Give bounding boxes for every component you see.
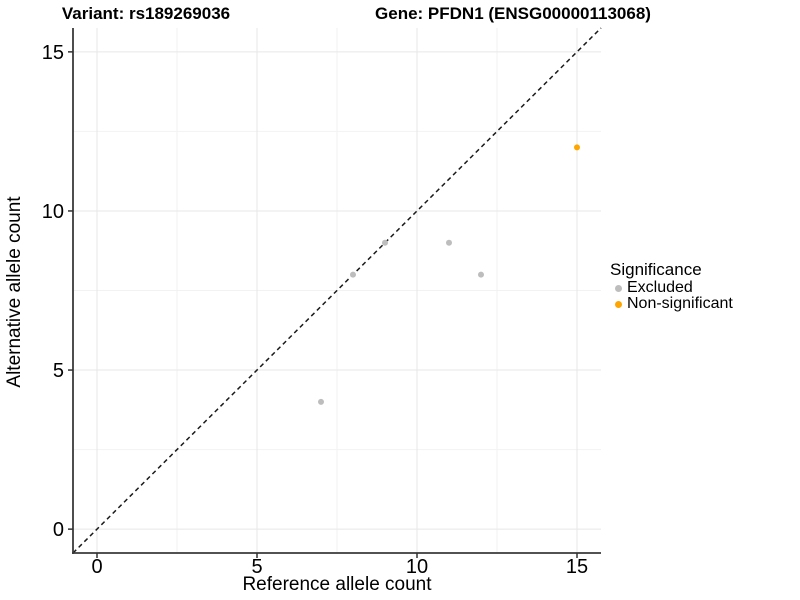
gene-title: Gene: PFDN1 (ENSG00000113068) <box>375 4 651 23</box>
data-point-non-significant <box>574 144 580 151</box>
legend-title: Significance <box>610 260 702 279</box>
data-point-excluded <box>446 239 452 246</box>
x-tick-label: 10 <box>406 556 428 578</box>
legend-item: Non-significant <box>610 295 796 312</box>
variant-title: Variant: rs189269036 <box>61 4 231 23</box>
x-tick-label: 0 <box>91 556 102 578</box>
data-point-excluded <box>478 271 484 278</box>
data-point-excluded <box>382 239 388 246</box>
legend-items: Excluded Non-significant <box>610 279 796 312</box>
y-tick-label: 15 <box>42 42 64 64</box>
legend: Significance Excluded Non-significant <box>610 260 796 312</box>
identity-line <box>72 27 602 554</box>
legend-item-label: Non-significant <box>627 295 733 312</box>
legend-point-icon <box>615 284 622 292</box>
data-point-excluded <box>350 271 356 278</box>
y-tick-label: 0 <box>53 519 64 541</box>
y-tick-label: 5 <box>53 360 64 382</box>
x-tick-label: 5 <box>251 556 262 578</box>
legend-point-icon <box>615 300 622 308</box>
x-axis-title: Reference allele count <box>242 574 432 595</box>
data-point-excluded <box>318 398 324 405</box>
x-tick-label: 15 <box>566 556 588 578</box>
legend-item-label: Excluded <box>627 279 693 296</box>
y-tick-label: 10 <box>42 201 64 223</box>
y-axis-title: Alternative allele count <box>4 196 25 388</box>
legend-item: Excluded <box>610 279 796 296</box>
